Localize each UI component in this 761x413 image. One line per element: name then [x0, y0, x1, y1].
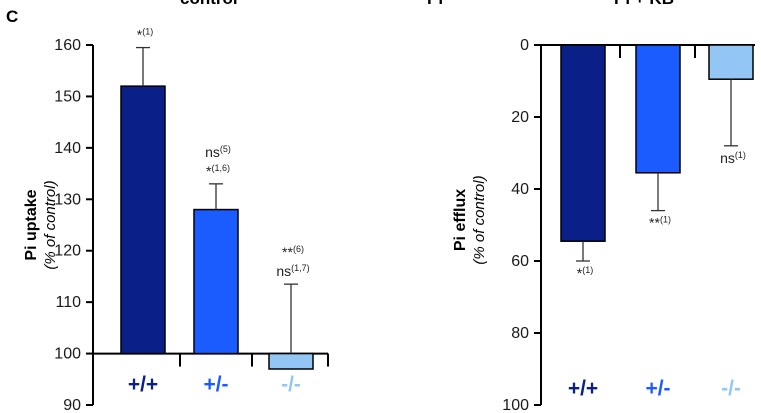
uptake-chart: 90 100 110 120 130 140 150 160 *(1) +/+ ns(5) *(1,6… [23, 27, 329, 413]
bar [193, 208, 239, 355]
efflux-chart: 0 20 40 60 80 100 *(1) +/+ **(1) +/- ns(1) -/- Pi ef… [452, 37, 755, 413]
bar [120, 85, 166, 355]
y-tick-label: 20 [511, 109, 529, 126]
y-tick-label: 0 [520, 37, 529, 54]
significance-label: **(1) [649, 215, 671, 231]
category-label: +/+ [568, 377, 598, 400]
y-tick-label: 80 [511, 325, 529, 342]
y-axis-title: Pi uptake [23, 189, 40, 260]
significance-label: *(1) [137, 27, 153, 43]
y-tick-label: 40 [511, 181, 529, 198]
category-label: -/- [721, 377, 741, 400]
y-axis-subtitle: (% of control) [42, 180, 59, 269]
y-tick-label: 130 [54, 191, 81, 208]
significance-label: *(1) [577, 265, 593, 281]
significance-label: ns(5) [205, 144, 231, 160]
category-label: +/- [645, 377, 670, 400]
bar [268, 352, 314, 370]
y-tick-label: 100 [54, 346, 81, 363]
category-label: -/- [281, 373, 301, 396]
y-axis-subtitle: (% of control) [471, 175, 488, 264]
category-label: +/+ [128, 373, 158, 396]
y-tick-label: 100 [502, 397, 529, 413]
significance-label: *(1,6) [206, 163, 230, 179]
panel-label: C [6, 7, 18, 26]
y-tick-label: 110 [55, 294, 81, 311]
bar [560, 44, 606, 242]
top-label-pi: Pi [427, 0, 443, 8]
y-tick-label: 140 [54, 140, 81, 157]
y-axis-title: Pi efflux [452, 189, 469, 251]
significance-label: ns(1,7) [276, 263, 309, 279]
significance-label: **(6) [282, 244, 304, 260]
bar [635, 44, 681, 174]
top-label-pi-kb: Pi + KB [614, 0, 674, 8]
y-tick-label: 120 [54, 243, 81, 260]
y-tick-label: 60 [511, 253, 529, 270]
bar [708, 44, 754, 80]
y-tick-label: 90 [63, 397, 81, 413]
top-label-control: control [180, 0, 238, 8]
category-label: +/- [203, 373, 228, 396]
significance-label: ns(1) [720, 150, 746, 166]
y-tick-label: 150 [54, 88, 81, 105]
y-tick-label: 160 [54, 37, 81, 54]
